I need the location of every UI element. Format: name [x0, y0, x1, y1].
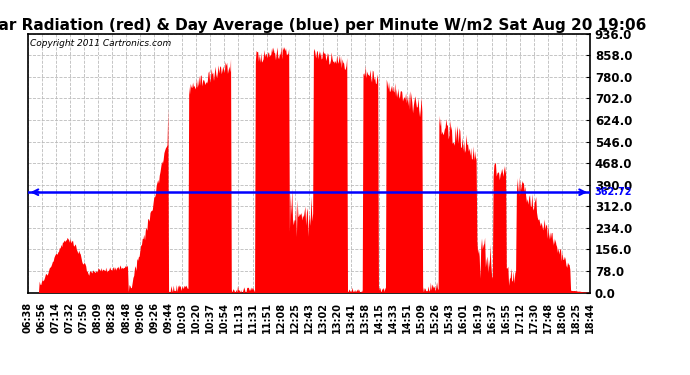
Text: 362.72: 362.72	[594, 187, 631, 197]
Text: Copyright 2011 Cartronics.com: Copyright 2011 Cartronics.com	[30, 39, 172, 48]
Title: Solar Radiation (red) & Day Average (blue) per Minute W/m2 Sat Aug 20 19:06: Solar Radiation (red) & Day Average (blu…	[0, 18, 646, 33]
